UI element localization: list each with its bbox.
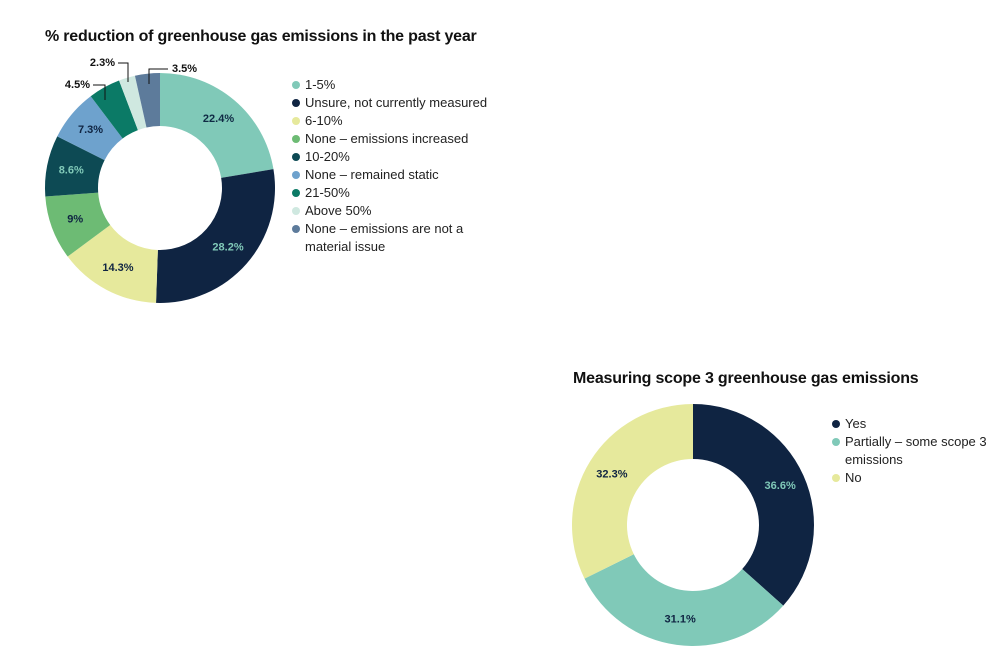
chart1-leader-line-above-50 <box>118 62 129 82</box>
chart2-slice-yes <box>693 404 814 606</box>
chart1-legend-item-none-remained-static: None – remained static <box>292 166 492 184</box>
chart2-legend-swatch <box>832 420 840 428</box>
chart1-legend-swatch <box>292 135 300 143</box>
chart1-leader-line-none-emissions-are-not-a-material-issue <box>148 68 168 84</box>
chart1-data-label-1-5: 22.4% <box>203 113 234 125</box>
chart1-legend-label: None – emissions are not a material issu… <box>305 221 464 254</box>
chart2-legend-item-partially-some-scope-3-emissions: Partially – some scope 3 emissions <box>832 433 997 469</box>
chart1-data-label-unsure-not-currently-measured: 28.2% <box>212 242 243 254</box>
chart1-slice-none-emissions-increased <box>45 192 111 257</box>
chart1-legend-label: 21-50% <box>305 185 350 200</box>
chart1-data-label-above-50: 2.3% <box>90 57 115 69</box>
chart1-legend-item-unsure-not-currently-measured: Unsure, not currently measured <box>292 94 492 112</box>
chart2-legend-label: Yes <box>845 416 867 431</box>
chart1-data-label-10-20: 8.6% <box>59 164 84 176</box>
chart1-legend: 1-5% Unsure, not currently measured 6-10% N… <box>292 76 492 256</box>
chart1-legend-label: Unsure, not currently measured <box>305 95 488 110</box>
chart1-legend-item-10-20: 10-20% <box>292 148 492 166</box>
chart1-slice-1-5 <box>160 73 274 178</box>
chart1-donut: 22.4% 28.2% 14.3% 9% 8.6% 7.3% 4.5%2.3% 3.5% <box>45 57 275 303</box>
chart2-legend: Yes Partially – some scope 3 emissions No <box>832 415 997 487</box>
chart1-legend-label: None – emissions increased <box>305 131 469 146</box>
chart1-legend-swatch <box>292 171 300 179</box>
chart1-data-label-6-10: 14.3% <box>102 262 133 274</box>
chart2-donut: 36.6% 31.1% 32.3% <box>572 404 814 646</box>
chart1-slice-unsure-not-currently-measured <box>156 169 275 303</box>
chart1-slice-10-20 <box>45 136 105 197</box>
chart1-legend-label: None – remained static <box>305 167 439 182</box>
chart1-legend-item-above-50: Above 50% <box>292 202 492 220</box>
chart1-legend-swatch <box>292 207 300 215</box>
chart1-slice-none-remained-static <box>57 96 123 161</box>
chart1-legend-item-1-5: 1-5% <box>292 76 492 94</box>
chart1-legend-swatch <box>292 189 300 197</box>
chart1-data-label-none-emissions-are-not-a-material-issue: 3.5% <box>172 63 197 75</box>
chart2-slice-no <box>572 404 693 579</box>
chart2-data-label-partially-some-scope-3-emissions: 31.1% <box>665 614 696 626</box>
chart2-legend-item-no: No <box>832 469 997 487</box>
chart1-legend-label: Above 50% <box>305 203 372 218</box>
chart1-legend-label: 1-5% <box>305 77 336 92</box>
chart1-legend-item-21-50: 21-50% <box>292 184 492 202</box>
chart1-data-label-21-50: 4.5% <box>65 79 90 91</box>
chart2-slice-partially-some-scope-3-emissions <box>584 554 784 646</box>
chart1-legend-label: 6-10% <box>305 113 343 128</box>
chart1-legend-item-6-10: 6-10% <box>292 112 492 130</box>
chart1-data-label-none-remained-static: 7.3% <box>78 124 103 136</box>
chart2-legend-swatch <box>832 438 840 446</box>
chart1-legend-item-none-emissions-increased: None – emissions increased <box>292 130 492 148</box>
chart1-legend-label: 10-20% <box>305 149 350 164</box>
chart2-legend-label: No <box>845 470 862 485</box>
chart1-legend-swatch <box>292 225 300 233</box>
chart1-legend-swatch <box>292 99 300 107</box>
chart2-title: Measuring scope 3 greenhouse gas emissio… <box>573 370 919 387</box>
chart2-legend-item-yes: Yes <box>832 415 997 433</box>
chart2-legend-swatch <box>832 474 840 482</box>
chart1-legend-swatch <box>292 117 300 125</box>
chart1-legend-item-none-emissions-are-not-a-material-issue: None – emissions are not a material issu… <box>292 220 492 256</box>
chart1-title: % reduction of greenhouse gas emissions … <box>45 28 477 45</box>
chart2-data-label-no: 32.3% <box>596 469 627 481</box>
chart2-data-label-yes: 36.6% <box>765 480 796 492</box>
chart1-data-label-none-emissions-increased: 9% <box>67 214 83 226</box>
chart1-leader-line-21-50 <box>93 84 106 100</box>
chart1-legend-swatch <box>292 153 300 161</box>
chart1-slice-21-50 <box>90 80 138 139</box>
chart1-slice-none-emissions-are-not-a-material-issue <box>134 73 160 128</box>
chart2-legend-label: Partially – some scope 3 emissions <box>845 434 987 467</box>
chart1-slice-above-50 <box>119 75 147 131</box>
chart1-legend-swatch <box>292 81 300 89</box>
chart1-slice-6-10 <box>67 224 158 303</box>
